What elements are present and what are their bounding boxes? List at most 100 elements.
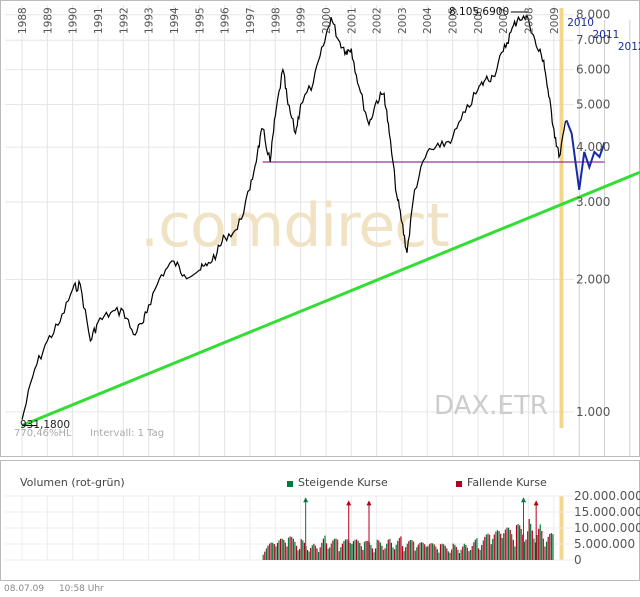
- volume-bar: [351, 544, 353, 560]
- x-tick-label: 2005: [448, 7, 460, 34]
- volume-bar: [476, 538, 478, 560]
- volume-bar: [430, 543, 432, 560]
- x-tick-label: 1996: [220, 7, 232, 34]
- y-tick-label: 7.000: [576, 33, 610, 47]
- volume-bar: [460, 549, 462, 560]
- volume-bar: [408, 541, 410, 560]
- volume-bar: [294, 541, 296, 560]
- vol-y-tick-label: 10.000.000: [574, 521, 640, 535]
- volume-bar: [270, 542, 272, 560]
- volume-bar: [344, 539, 347, 560]
- volume-bar: [482, 540, 484, 560]
- volume-bar: [496, 530, 499, 560]
- volume-chart: Volumen (rot-grün) Steigende Kurse Falle…: [0, 460, 640, 581]
- volume-bar: [265, 548, 267, 560]
- volume-bar: [313, 543, 315, 560]
- volume-bar: [295, 545, 298, 560]
- vol-y-tick-label: 0: [574, 553, 582, 567]
- volume-bar: [506, 527, 508, 560]
- volume-bar: [534, 542, 537, 560]
- x-tick-label: 1998: [270, 7, 282, 34]
- volume-bar: [395, 544, 397, 560]
- volume-bar: [530, 523, 532, 560]
- volume-bar: [333, 538, 335, 560]
- volume-bar: [379, 542, 381, 560]
- volume-bar: [427, 546, 429, 560]
- volume-bar: [324, 535, 326, 560]
- volume-bar: [436, 549, 438, 560]
- volume-bar: [375, 548, 377, 560]
- volume-bar: [432, 543, 434, 560]
- volume-bar: [381, 545, 383, 560]
- volume-bar: [528, 519, 530, 560]
- volume-bar: [470, 550, 472, 560]
- volume-title: Volumen (rot-grün): [20, 476, 125, 489]
- y-tick-label: 4.000: [576, 140, 610, 154]
- volume-bar: [439, 544, 442, 560]
- volume-bar: [446, 548, 448, 560]
- y-tick-label: 3.000: [576, 195, 610, 209]
- volume-bar: [409, 540, 411, 560]
- volume-bar: [484, 536, 486, 560]
- x-tick-label: 1994: [169, 7, 181, 34]
- volume-bar: [405, 547, 407, 560]
- volume-bar: [468, 551, 470, 560]
- volume-bar: [544, 546, 546, 560]
- volume-bar: [299, 549, 301, 560]
- volume-bar: [332, 540, 334, 560]
- volume-bar: [387, 539, 389, 560]
- footer: 08.07.09 10:58 Uhr: [4, 584, 116, 594]
- volume-bar: [512, 539, 514, 560]
- x-tick-label: 2001: [346, 7, 358, 34]
- volume-spike-arrow-down: [533, 500, 539, 506]
- volume-bar: [363, 541, 366, 560]
- volume-bar: [515, 525, 518, 560]
- x-tick-label: 2009: [549, 7, 561, 34]
- volume-bar: [457, 549, 459, 560]
- volume-bar: [319, 547, 321, 560]
- volume-bar: [552, 534, 554, 560]
- volume-bar: [527, 531, 529, 560]
- x-tick-label: 1992: [118, 7, 130, 34]
- volume-bar: [308, 551, 310, 560]
- volume-bar: [272, 542, 274, 560]
- interval-label: Intervall: 1 Tag: [90, 428, 164, 439]
- x-tick-label: 2004: [422, 7, 434, 34]
- volume-spike-arrow-down: [366, 500, 372, 506]
- volume-bar: [519, 525, 521, 560]
- legend-falling-label: Fallende Kurse: [467, 476, 547, 489]
- x-tick-label: 1999: [296, 7, 308, 34]
- volume-bar: [291, 536, 293, 560]
- volume-bar: [420, 542, 423, 560]
- volume-bar: [300, 539, 302, 560]
- volume-bar: [367, 541, 369, 560]
- y-tick-label: 6.000: [576, 63, 610, 77]
- x-tick-label: 2000: [321, 7, 333, 34]
- x-tick-label: 1997: [245, 7, 257, 34]
- volume-bar: [525, 539, 527, 560]
- x-tick-label: 2003: [397, 7, 409, 34]
- volume-bar: [356, 539, 358, 560]
- price-chart-frame: [0, 0, 640, 457]
- volume-bar: [471, 545, 473, 560]
- volume-bar: [281, 538, 283, 560]
- volume-bar: [289, 536, 291, 560]
- volume-bar: [303, 542, 305, 560]
- volume-bar: [509, 529, 511, 560]
- volume-bar: [306, 550, 309, 560]
- volume-bar: [466, 547, 468, 560]
- volume-bar: [416, 547, 418, 560]
- volume-bar: [378, 540, 380, 560]
- volume-bar: [536, 535, 538, 560]
- volume-bar: [357, 540, 359, 560]
- volume-bar: [452, 543, 454, 560]
- volume-bar: [473, 542, 475, 560]
- volume-bar: [522, 534, 524, 560]
- volume-bar: [433, 544, 435, 560]
- volume-bar: [520, 529, 522, 560]
- volume-bar: [371, 548, 373, 560]
- volume-bar: [311, 545, 313, 560]
- volume-bar: [297, 550, 299, 560]
- volume-bar: [278, 540, 280, 560]
- volume-bar: [458, 553, 461, 560]
